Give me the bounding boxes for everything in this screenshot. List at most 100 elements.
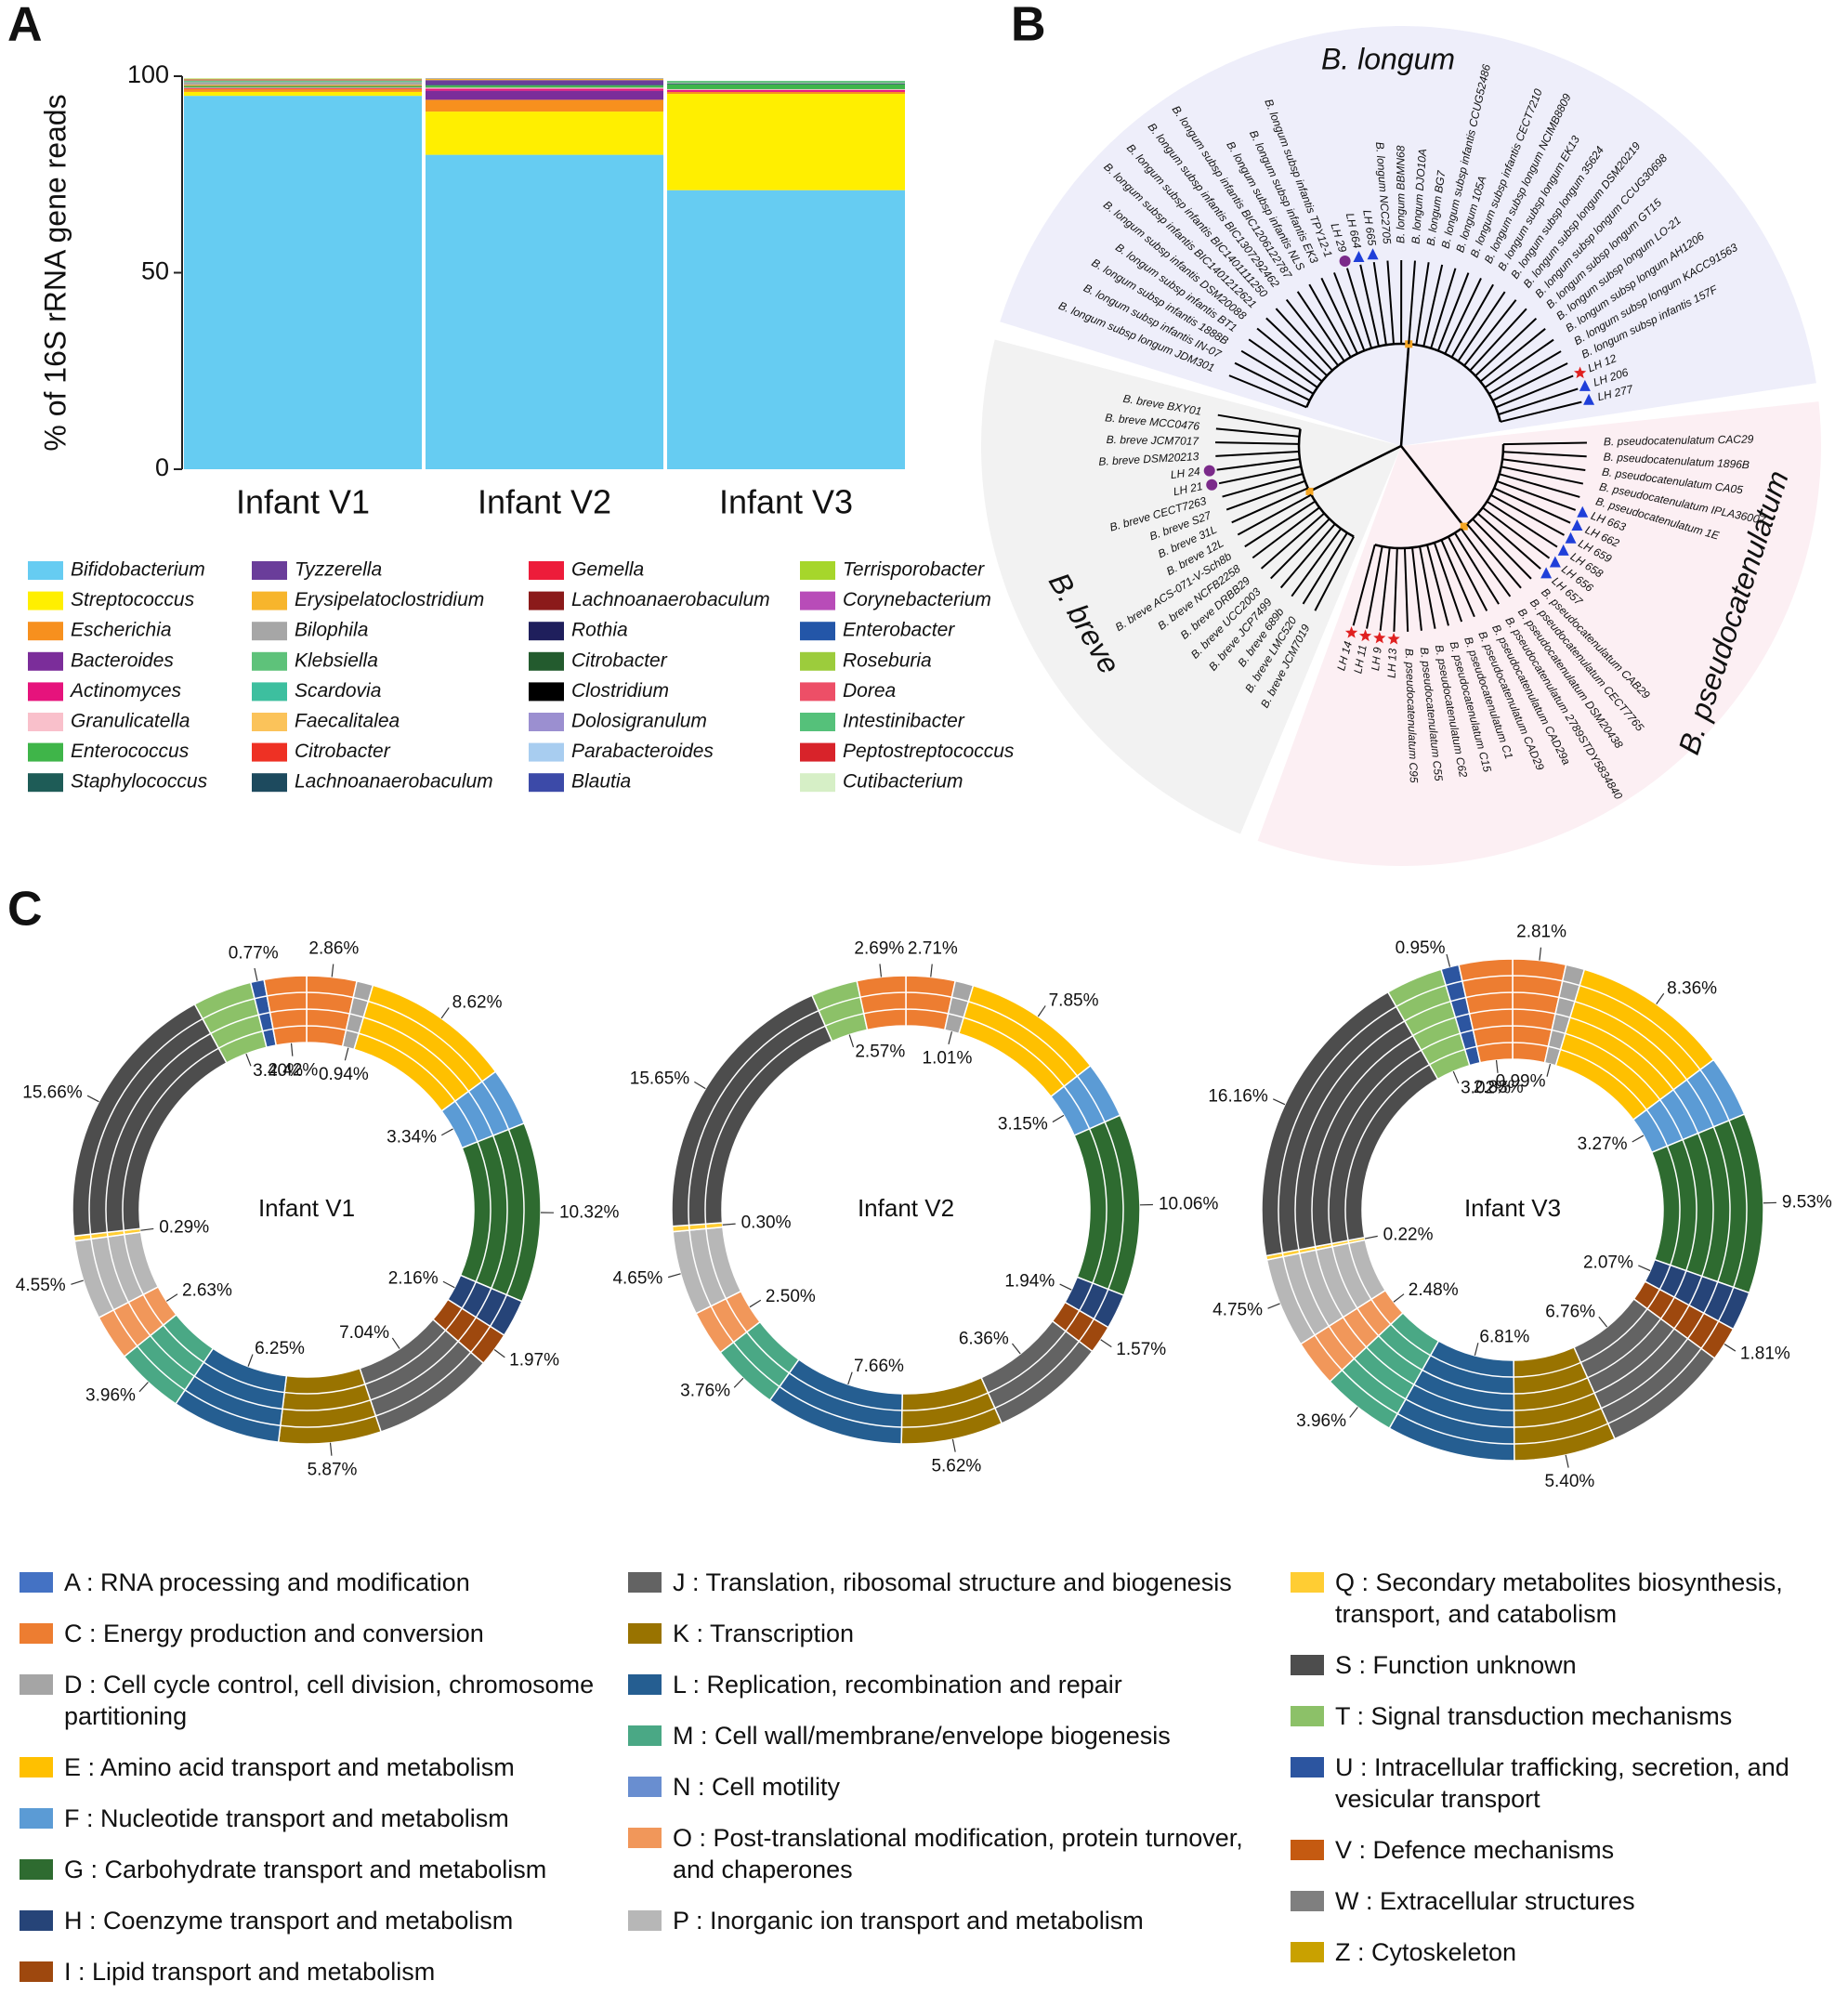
- legend-label: Granulicatella: [71, 711, 190, 732]
- leader-line: [848, 1372, 852, 1384]
- bar-segment: [426, 112, 663, 155]
- legend-swatch: [28, 713, 63, 731]
- legend-swatch: [28, 682, 63, 701]
- legend-label: Lachnoanaerobaculum: [571, 589, 770, 610]
- legend-label: Q : Secondary metabolites biosynthesis, …: [1335, 1567, 1839, 1630]
- legend-item: A : RNA processing and modification: [20, 1567, 623, 1598]
- bar-segment: [667, 90, 905, 92]
- panel-label: C: [7, 883, 43, 937]
- legend-swatch: [252, 743, 287, 762]
- legend-label: C : Energy production and conversion: [64, 1618, 484, 1649]
- leader-line: [694, 1082, 705, 1088]
- leader-line: [1365, 1236, 1378, 1239]
- legend-label: Erysipelatoclostridium: [295, 589, 484, 610]
- legend-item: U : Intracellular trafficking, secretion…: [1291, 1751, 1839, 1815]
- legend-label: Tyzzerella: [295, 559, 382, 581]
- leaf-label: B. breve JCM7017: [1107, 433, 1200, 448]
- legend-swatch: [529, 622, 564, 640]
- legend-label: Terrisporobacter: [843, 559, 985, 581]
- value-label: 1.01%: [923, 1048, 973, 1068]
- legend-swatch: [28, 561, 63, 580]
- legend-swatch: [628, 1777, 662, 1797]
- value-label: 2.86%: [308, 939, 359, 959]
- legend-label: W : Extracellular structures: [1335, 1885, 1635, 1917]
- value-label: 6.76%: [1545, 1303, 1595, 1322]
- legend-swatch: [529, 773, 564, 792]
- y-tick-label: 0: [155, 453, 169, 481]
- legend-item: D : Cell cycle control, cell division, c…: [20, 1669, 623, 1732]
- legend-swatch: [28, 592, 63, 610]
- legend-label: K : Transcription: [673, 1618, 854, 1649]
- x-tick-label: Infant V3: [719, 483, 853, 521]
- legend-label: Parabacteroides: [571, 741, 714, 762]
- value-label: 2.48%: [1409, 1280, 1459, 1300]
- legend-swatch: [628, 1572, 662, 1593]
- bar-segment: [184, 82, 422, 85]
- legend-label: Peptostreptococcus: [843, 741, 1015, 762]
- legend-swatch: [1291, 1706, 1324, 1726]
- value-label: 5.40%: [1544, 1472, 1594, 1491]
- bar-segment: [667, 83, 905, 84]
- value-label: 3.96%: [85, 1385, 136, 1405]
- legend-swatch: [20, 1623, 53, 1644]
- legend-swatch: [20, 1910, 53, 1931]
- bar-segment: [667, 190, 905, 469]
- leader-line: [1350, 1407, 1358, 1417]
- legend-swatch: [800, 592, 835, 610]
- bar-segment: [426, 87, 663, 88]
- bar-segment: [426, 78, 663, 79]
- leader-line: [140, 1228, 153, 1230]
- legend-item: G : Carbohydrate transport and metabolis…: [20, 1854, 623, 1885]
- leader-line: [87, 1095, 98, 1101]
- legend-swatch: [529, 561, 564, 580]
- legend-swatch: [628, 1828, 662, 1848]
- legend-swatch: [1291, 1840, 1324, 1860]
- legend-column: Q : Secondary metabolites biosynthesis, …: [1291, 1567, 1839, 1987]
- donut-title: Infant V2: [858, 1194, 954, 1222]
- leader-line: [1474, 1343, 1478, 1356]
- legend-swatch: [529, 713, 564, 731]
- legend-label: Citrobacter: [571, 649, 668, 671]
- value-label: 0.22%: [1383, 1225, 1434, 1244]
- legend-item: N : Cell motility: [628, 1771, 1278, 1803]
- legend-label: Cutibacterium: [843, 771, 963, 793]
- value-label: 0.95%: [1396, 938, 1446, 958]
- legend-label: Faecalitalea: [295, 711, 400, 732]
- legend-swatch: [252, 682, 287, 701]
- leader-line: [332, 964, 334, 977]
- legend-swatch: [28, 773, 63, 792]
- y-tick-label: 50: [141, 257, 169, 285]
- leader-line: [1638, 1266, 1650, 1271]
- legend-label: N : Cell motility: [673, 1771, 840, 1803]
- value-label: 6.36%: [959, 1329, 1009, 1348]
- leader-line: [1724, 1345, 1736, 1351]
- bar-segment: [667, 89, 905, 90]
- value-label: 15.65%: [630, 1069, 690, 1088]
- legend-swatch: [529, 592, 564, 610]
- legend-label: Citrobacter: [295, 741, 391, 762]
- value-label: 10.32%: [559, 1202, 620, 1222]
- leader-line: [443, 1281, 454, 1288]
- bar-segment: [184, 89, 422, 92]
- value-label: 1.57%: [1116, 1340, 1166, 1359]
- leader-line: [1453, 1071, 1459, 1083]
- leader-line: [139, 1383, 148, 1392]
- leader-line: [880, 964, 881, 977]
- legend-swatch: [800, 652, 835, 671]
- legend-label: J : Translation, ribosomal structure and…: [673, 1567, 1232, 1598]
- legend-label: Enterobacter: [843, 620, 955, 641]
- value-label: 7.85%: [1049, 991, 1099, 1011]
- leader-line: [392, 1338, 400, 1349]
- leader-line: [1657, 993, 1664, 1004]
- leader-line: [1599, 1317, 1607, 1327]
- leader-line: [1101, 1340, 1112, 1347]
- value-label: 2.83%: [1474, 1078, 1524, 1097]
- legend-label: Enterococcus: [71, 741, 190, 762]
- legend-swatch: [628, 1910, 662, 1931]
- donut-segment: [461, 1123, 541, 1302]
- panel-label: B: [1011, 0, 1046, 52]
- bar-segment: [426, 155, 663, 469]
- legend-label: A : RNA processing and modification: [64, 1567, 470, 1598]
- legend-item: M : Cell wall/membrane/envelope biogenes…: [628, 1720, 1278, 1751]
